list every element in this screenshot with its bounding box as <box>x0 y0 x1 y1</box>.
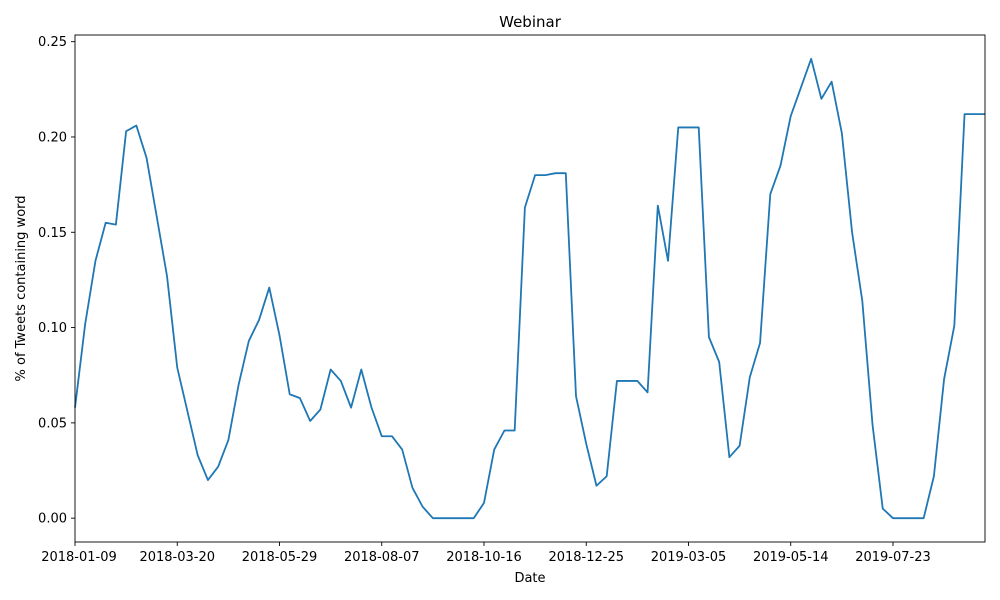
x-tick-label: 2019-03-05 <box>651 550 727 565</box>
x-tick-label: 2018-01-09 <box>41 550 117 565</box>
x-tick-label: 2018-08-07 <box>344 550 420 565</box>
x-axis-label: Date <box>514 571 545 586</box>
y-axis: 0.00 0.05 0.10 0.15 0.20 0.25 <box>38 35 75 527</box>
x-tick-label: 2019-07-23 <box>855 550 931 565</box>
series-line <box>74 57 985 520</box>
y-axis-label: % of Tweets containing word <box>14 195 29 381</box>
plot-area-frame <box>74 34 986 543</box>
chart-title: Webinar <box>499 13 562 31</box>
x-axis: 2018-01-09 2018-03-20 2018-05-29 2018-08-07… <box>41 542 931 565</box>
x-tick-label: 2018-12-25 <box>548 550 624 565</box>
y-tick-label: 0.05 <box>38 416 67 431</box>
y-tick-label: 0.15 <box>38 226 67 241</box>
y-tick-label: 0.10 <box>38 321 67 336</box>
x-tick-label: 2018-03-20 <box>139 550 215 565</box>
x-tick-label: 2018-10-16 <box>446 550 522 565</box>
x-tick-label: 2019-05-14 <box>753 550 829 565</box>
y-tick-label: 0.25 <box>38 35 67 50</box>
y-tick-label: 0.20 <box>38 130 67 145</box>
y-tick-label: 0.00 <box>38 512 67 527</box>
x-tick-label: 2018-05-29 <box>242 550 318 565</box>
